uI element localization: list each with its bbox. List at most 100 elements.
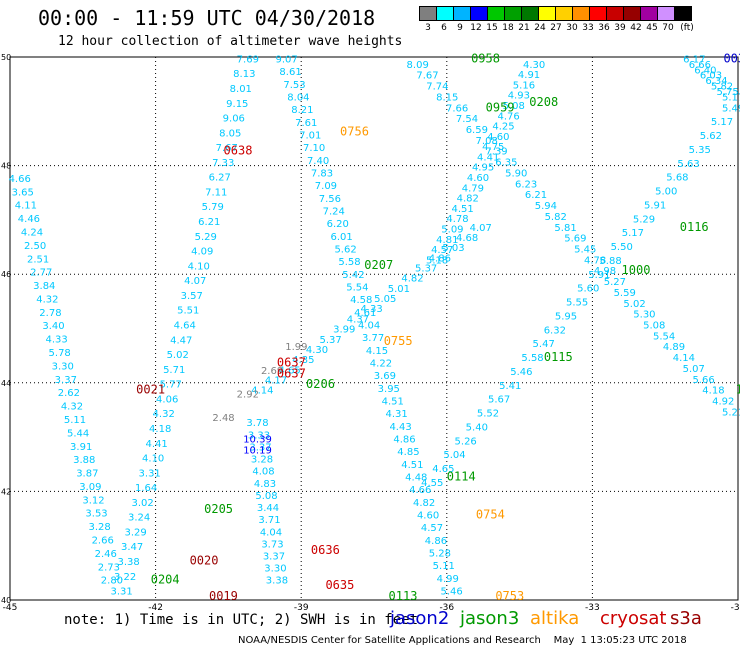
swh-value: 4.41	[477, 152, 499, 163]
color-scale-legend: 3 6 9 12 15 18 21 24 27 30 33 36 39 42 45 70 (ft)	[419, 6, 698, 33]
swh-value: 4.65	[279, 365, 301, 376]
pass-time-label: 0020	[190, 554, 219, 568]
swh-value: 4.78	[446, 214, 468, 225]
swh-value: 4.58	[350, 295, 372, 306]
swh-value: 7.09	[315, 181, 337, 192]
swh-value: 3.95	[378, 384, 400, 395]
swh-value: 7.24	[323, 206, 345, 217]
swh-value: 4.32	[36, 294, 58, 305]
legend-swatch-label: 18	[502, 23, 514, 33]
swh-value: 5.62	[334, 244, 356, 255]
swh-value: 9.07	[276, 54, 298, 65]
swh-value: 6.59	[466, 125, 488, 136]
swh-value: 6.17	[683, 54, 705, 65]
swh-value: 5.28	[429, 549, 451, 560]
legend-swatch-label: 70	[662, 23, 674, 33]
swh-value: 2.73	[98, 562, 120, 573]
swh-value: 3.31	[139, 468, 161, 479]
swh-value: 4.11	[15, 201, 37, 212]
swh-value: 8.01	[230, 84, 252, 95]
swh-value: 5.37	[319, 335, 341, 346]
swh-value: 4.83	[254, 479, 276, 490]
swh-value: 6.01	[331, 232, 353, 243]
swh-value: 5.29	[633, 214, 655, 225]
pass-time-label: 0114	[447, 470, 476, 484]
swh-value: 4.98	[594, 266, 616, 277]
swh-value: 5.35	[689, 145, 711, 156]
x-tick-label: -45	[3, 603, 18, 613]
x-tick-label: -30	[731, 603, 740, 613]
y-tick-label: 40	[1, 596, 11, 605]
swh-value: 2.80	[101, 576, 123, 587]
swh-value: 2.48	[212, 413, 234, 424]
swh-value: 4.60	[487, 132, 509, 143]
swh-value: 4.81	[436, 235, 458, 246]
legend-swatch-label: 45	[646, 23, 658, 33]
swh-value: 5.81	[554, 223, 576, 234]
pass-time-label: 0754	[476, 508, 505, 522]
swh-value: 5.46	[441, 587, 463, 598]
swh-value: 3.02	[132, 498, 154, 509]
swh-value: 2.92	[237, 389, 259, 400]
swh-value: 6.35	[495, 158, 517, 169]
swh-value: 7.54	[456, 114, 478, 125]
swh-value: 7.33	[212, 158, 234, 169]
swh-value: 4.07	[184, 276, 206, 287]
swh-value: 5.75	[716, 87, 738, 98]
swh-value: 5.49	[722, 103, 740, 114]
pass-time-label: 0113	[389, 589, 418, 603]
pass-time-label: 1	[736, 383, 740, 397]
swh-value: 2.78	[39, 308, 61, 319]
map-frame	[9, 56, 739, 601]
swh-value: 8.21	[291, 105, 313, 116]
swh-value: 4.15	[366, 346, 388, 357]
swh-value: 7.66	[446, 103, 468, 114]
pass-time-label: 0031	[723, 51, 740, 65]
swh-value: 4.75	[482, 142, 504, 153]
swh-value: 4.24	[21, 227, 43, 238]
swh-value: 5.60	[577, 284, 599, 295]
swh-value: 5.66	[692, 375, 714, 386]
swh-value: 8.04	[287, 92, 309, 103]
swh-value: 5.79	[202, 202, 224, 213]
swh-value: 4.47	[170, 335, 192, 346]
swh-value: 9.06	[223, 114, 245, 125]
swh-value: 5.17	[711, 117, 733, 128]
swh-value: 3.99	[333, 325, 355, 336]
swh-value: 4.32	[153, 409, 175, 420]
pass-time-label: 0115	[544, 350, 573, 364]
swh-value: 4.57	[431, 245, 453, 256]
swh-value: 5.95	[555, 311, 577, 322]
swh-value: 4.82	[413, 498, 435, 509]
swh-value: 1.99	[285, 342, 307, 353]
y-tick-label: 50	[1, 53, 11, 62]
swh-value: 5.03	[442, 243, 464, 254]
swh-value: 4.78	[584, 255, 606, 266]
legend-swatch-label: 24	[534, 23, 546, 33]
swh-value: 7.11	[205, 187, 227, 198]
swh-value: 4.09	[191, 247, 213, 258]
swh-value: 3.57	[181, 291, 203, 302]
color-scale-labels: 3 6 9 12 15 18 21 24 27 30 33 36 39 42 45 70 (ft)	[420, 23, 698, 33]
swh-value: 4.10	[188, 261, 210, 272]
swh-value: 4.66	[9, 174, 31, 185]
swh-value: 4.76	[497, 111, 519, 122]
swh-value: 5.37	[415, 263, 437, 274]
swh-value: 4.37	[347, 314, 369, 325]
swh-value: 6.21	[525, 190, 547, 201]
swh-value: 2.46	[95, 549, 117, 560]
swh-value: 4.86	[393, 435, 415, 446]
swh-value: 7.83	[311, 168, 333, 179]
swh-value: 5.59	[614, 288, 636, 299]
swh-value: 5.62	[700, 131, 722, 142]
map-title: 00:00 - 11:59 UTC 04/30/2018	[38, 6, 376, 30]
swh-value: 5.69	[564, 234, 586, 245]
swh-value: 10.19	[243, 445, 272, 456]
swh-value: 10.39	[243, 435, 272, 446]
swh-value: 3.53	[85, 509, 107, 520]
swh-value: 4.22	[370, 359, 392, 370]
swh-value: 3.28	[88, 522, 110, 533]
swh-value: 6.34	[705, 76, 727, 87]
swh-value: 3.28	[251, 455, 273, 466]
swh-value: 5.54	[346, 282, 368, 293]
